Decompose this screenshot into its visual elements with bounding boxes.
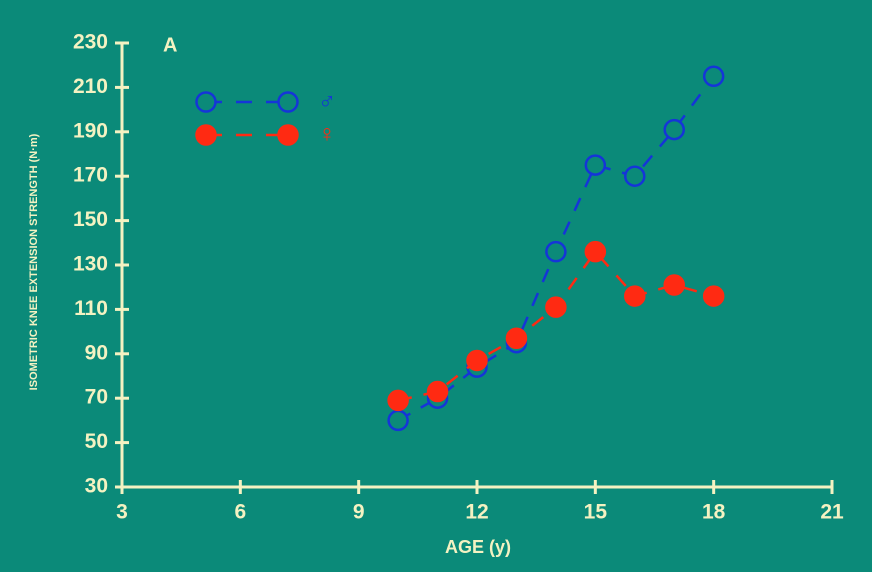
y-tick-label: 190 <box>73 119 108 142</box>
y-tick-label: 210 <box>73 75 108 98</box>
legend-marker <box>277 124 299 146</box>
data-point <box>702 285 725 307</box>
data-point <box>663 274 685 296</box>
data-point <box>387 409 409 432</box>
data-point <box>584 240 607 263</box>
x-tick-label: 21 <box>820 501 844 524</box>
y-tick-label: 50 <box>85 430 108 453</box>
data-point <box>624 285 646 307</box>
x-tick-label: 18 <box>702 501 726 524</box>
y-tick-label: 150 <box>73 208 108 231</box>
y-tick-label: 30 <box>85 475 108 498</box>
x-tick-label: 9 <box>353 501 365 524</box>
panel-label: A <box>163 34 177 56</box>
legend-marker <box>195 91 217 113</box>
x-tick-label: 12 <box>465 501 488 524</box>
data-point <box>387 389 409 412</box>
data-point <box>545 240 567 263</box>
y-tick-label: 130 <box>73 253 108 276</box>
y-tick-label: 90 <box>85 341 108 364</box>
y-tick-label: 70 <box>85 386 108 409</box>
y-tick-label: 110 <box>74 297 108 320</box>
y-axis-label: ISOMETRIC KNEE EXTENSION STRENGTH (N·m) <box>28 133 40 390</box>
legend-label: ♂ <box>318 87 336 114</box>
x-tick-label: 15 <box>584 501 608 524</box>
data-point <box>584 154 607 176</box>
data-point <box>426 380 449 403</box>
legend-marker <box>195 124 217 146</box>
y-tick-label: 230 <box>73 31 108 54</box>
data-point <box>545 296 567 318</box>
x-tick-label: 6 <box>234 501 246 524</box>
legend-marker <box>277 91 299 113</box>
data-point <box>505 327 528 350</box>
data-point <box>663 118 685 141</box>
x-tick-label: 3 <box>116 501 128 524</box>
data-point <box>466 349 488 372</box>
data-point <box>702 65 725 88</box>
y-tick-label: 170 <box>73 164 108 187</box>
data-point <box>624 165 646 187</box>
legend-label: ♀ <box>318 120 336 147</box>
x-axis-label: AGE (y) <box>445 537 511 557</box>
